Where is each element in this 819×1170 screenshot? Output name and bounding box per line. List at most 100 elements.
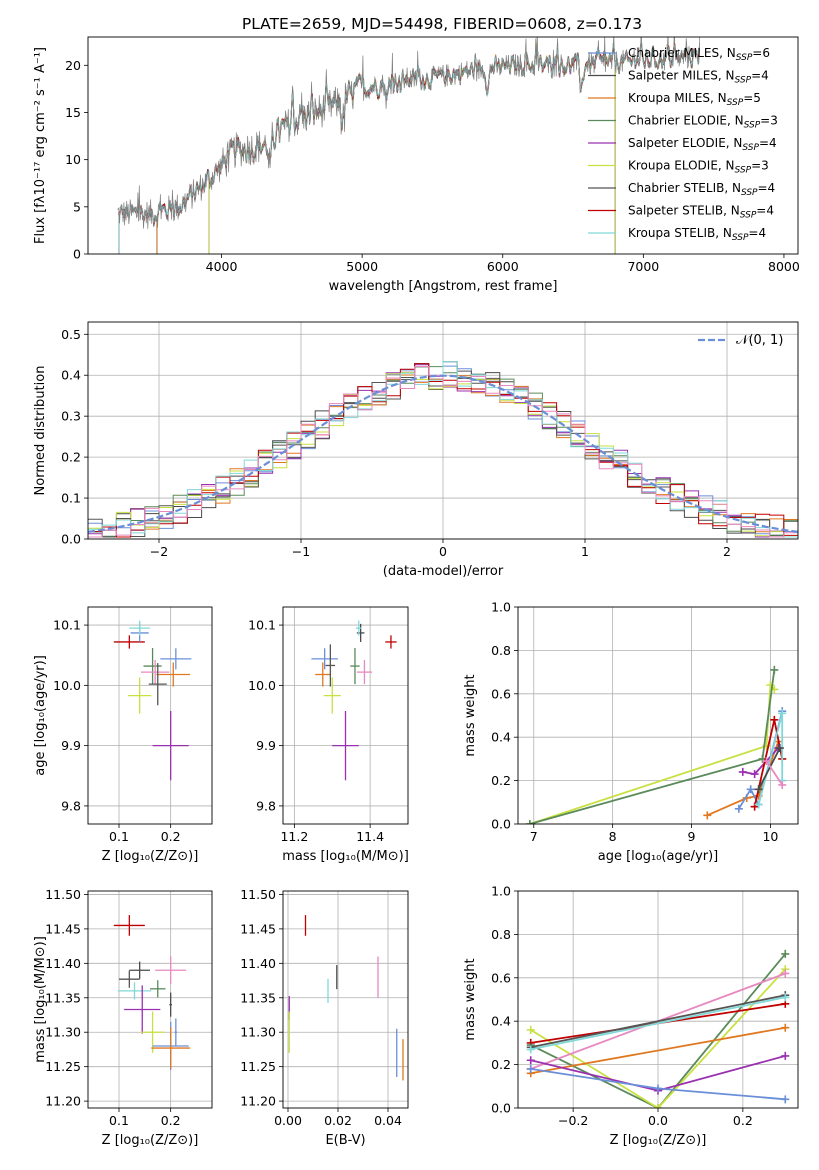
axes-frame — [517, 890, 799, 1109]
y-tick-label: 9.9 — [61, 738, 81, 753]
legend-subscript: SSP — [740, 211, 757, 221]
y-axis-label: mass [log₁₀(M/M⊙)] — [33, 936, 48, 1063]
y-tick-label: 15 — [65, 105, 81, 120]
axes-frame — [517, 606, 799, 825]
x-axis-label: Z [log₁₀(Z/Z⊙)] — [610, 1133, 707, 1148]
y-tick-label: 0.8 — [491, 927, 511, 942]
series-line — [765, 760, 783, 786]
y-tick-label: 10.0 — [248, 678, 276, 693]
x-tick-label: 8000 — [768, 259, 800, 274]
y-tick-label: 10.1 — [53, 618, 81, 633]
y-tick-label: 11.45 — [240, 921, 276, 936]
x-axis-label: Z [log₁₀(Z/Z⊙)] — [102, 849, 199, 864]
plot-area — [283, 891, 408, 1108]
series-marker — [762, 757, 771, 766]
y-tick-label: 5 — [73, 199, 81, 214]
series-marker — [526, 1064, 535, 1073]
legend-entry: Salpeter STELIB, NSSP=4 — [628, 204, 774, 221]
legend-label: Salpeter MILES, N — [628, 69, 735, 83]
y-tick-label: 0 — [73, 247, 81, 262]
y-tick-label: 0.4 — [61, 368, 81, 383]
x-tick-label: 11.2 — [280, 829, 308, 844]
legend-label: Chabrier MILES, N — [628, 46, 736, 60]
y-tick-label: 9.8 — [256, 798, 276, 813]
series-line — [530, 968, 786, 1108]
x-tick-label: 0.0 — [648, 1113, 668, 1128]
x-tick-label: 0.1 — [109, 1113, 129, 1128]
series-marker — [775, 744, 784, 753]
y-tick-label: 0.2 — [61, 450, 81, 465]
panel-residuals: −2 −1 0 1 2 0.0 0.1 0.2 0.3 0.4 0.5 (data-model)/er… — [33, 321, 799, 579]
y-tick-label: 11.20 — [45, 1094, 81, 1109]
legend-subscript: SSP — [732, 233, 749, 243]
series-marker — [703, 811, 712, 820]
x-tick-label: 0 — [439, 544, 447, 559]
legend-entry: Chabrier STELIB, NSSP=4 — [628, 181, 775, 198]
x-axis-label: (data-model)/error — [383, 564, 504, 579]
model-spectrum-line — [156, 42, 701, 254]
legend-label: Chabrier ELODIE, N — [628, 114, 744, 128]
x-axis-label: Z [log₁₀(Z/Z⊙)] — [102, 1133, 199, 1148]
legend-value: =5 — [743, 91, 761, 105]
series-marker — [754, 785, 763, 794]
plot-area — [518, 891, 798, 1108]
panel-spectrum: 4000 5000 6000 7000 8000 0 5 10 15 20 wavelength [… — [33, 36, 800, 294]
panel-mass-vs-ebv: 0.00 0.02 0.04 11.20 11.25 11.30 11.35 11.40 11.… — [240, 887, 409, 1148]
series-marker — [734, 804, 743, 813]
x-tick-label: 0.2 — [733, 1113, 753, 1128]
histogram-step — [88, 371, 798, 538]
legend-subscript: SSP — [744, 121, 761, 131]
series-marker — [746, 785, 755, 794]
series-marker — [778, 780, 787, 789]
model-spectrum-line — [118, 43, 701, 254]
histogram-step — [88, 366, 798, 538]
axes-frame — [87, 606, 213, 825]
legend-subscript: SSP — [735, 76, 752, 86]
legend-subscript: SSP — [742, 143, 759, 153]
x-tick-label: 5000 — [346, 259, 378, 274]
y-tick-label: 11.40 — [240, 956, 276, 971]
y-axis-label: age [log₁₀(age/yr)] — [33, 655, 48, 776]
series-marker — [526, 1025, 535, 1034]
series-marker — [770, 665, 779, 674]
y-tick-label: 10 — [65, 152, 81, 167]
legend-entry: Kroupa MILES, NSSP=5 — [628, 91, 761, 108]
series-marker — [781, 993, 790, 1002]
model-spectrum-line — [118, 42, 701, 254]
plot-area — [88, 607, 212, 824]
x-tick-label: 0.2 — [161, 829, 181, 844]
legend-value: =4 — [748, 226, 766, 240]
x-axis-label: mass [log₁₀(M/M⊙)] — [282, 849, 409, 864]
series-line — [530, 996, 786, 1051]
legend-entry: Salpeter ELODIE, NSSP=4 — [628, 136, 777, 153]
y-tick-label: 9.8 — [61, 798, 81, 813]
model-spectrum-line — [156, 41, 701, 254]
y-tick-label: 0.0 — [61, 532, 81, 547]
y-tick-label: 0.1 — [61, 491, 81, 506]
panel-age-vs-z: 0.1 0.2 9.8 9.9 10.0 10.1 Z [log₁₀(Z/Z⊙)] age [… — [33, 606, 213, 864]
x-axis-label: E(B-V) — [325, 1133, 365, 1148]
x-tick-label: 2 — [723, 544, 731, 559]
series-marker — [525, 820, 534, 824]
series-marker — [654, 1104, 662, 1108]
y-tick-label: 0.2 — [491, 773, 511, 788]
legend-label: Kroupa ELODIE, N — [628, 159, 735, 173]
x-tick-label: −0.2 — [558, 1113, 588, 1128]
series-marker — [781, 1095, 790, 1104]
gaussian-curve — [88, 374, 798, 533]
axes-frame — [87, 321, 799, 540]
legend-subscript: SSP — [727, 98, 744, 108]
y-tick-label: 0.0 — [491, 817, 511, 832]
y-tick-label: 0.4 — [491, 730, 511, 745]
y-tick-label: 0.0 — [491, 1101, 511, 1116]
plot-area — [88, 891, 212, 1108]
plot-area — [117, 37, 701, 254]
figure-title: PLATE=2659, MJD=54498, FIBERID=0608, z=0… — [242, 15, 642, 33]
series-marker — [754, 800, 763, 809]
legend-subscript: SSP — [735, 166, 752, 176]
legend-label: Kroupa STELIB, N — [628, 226, 732, 240]
y-axis-label: mass weight — [463, 958, 478, 1040]
series-marker — [750, 770, 759, 779]
panel-mass-weight-vs-z: −0.2 0.0 0.2 0.0 0.2 0.4 0.6 0.8 1.0 Z [log₁₀(Z/Z… — [463, 884, 799, 1148]
y-tick-label: 11.20 — [240, 1094, 276, 1109]
